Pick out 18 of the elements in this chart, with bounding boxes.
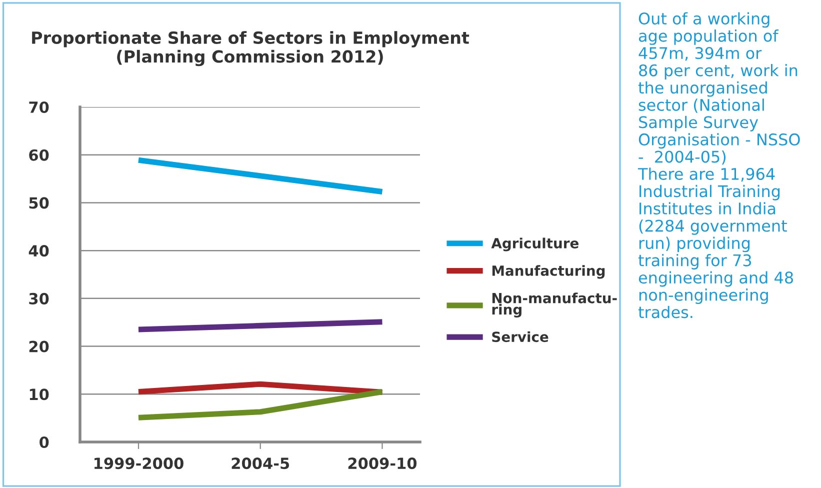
y-tick-label: 50: [29, 197, 49, 209]
y-tick-label: 0: [40, 436, 49, 448]
x-tick-label: 2009-10: [348, 458, 417, 470]
legend-label: Manufacturing: [492, 265, 605, 279]
x-tick-label: 2004-5: [232, 458, 290, 470]
legend-label: Non-manufactu- ring: [492, 292, 617, 318]
legend-label: Service: [492, 331, 548, 342]
y-tick-label: 60: [29, 149, 49, 161]
y-tick-label: 70: [29, 101, 49, 114]
legend-label: Agriculture: [491, 238, 578, 252]
text: Out of a working age population of 457m, 394m or 86 per cent, work in the unorganised sector (National Sample Survey Organisation - NSSO - 2004-05): [638, 12, 800, 165]
x-tick-label: 1999-2000: [94, 458, 184, 470]
y-tick-label: 10: [30, 388, 49, 400]
y-tick-label: 30: [29, 292, 49, 304]
y-tick-label: 40: [28, 245, 49, 257]
y-tick-label: 20: [29, 340, 49, 352]
text: There are 11,964 Industrial Training Institutes in India (2284 government run) providing training for 73 engineering and 48 non-engineering trades.: [638, 168, 794, 318]
chart-title: Proportionate Share of Sectors in Employment (Planning Commission 2012): [32, 31, 470, 66]
